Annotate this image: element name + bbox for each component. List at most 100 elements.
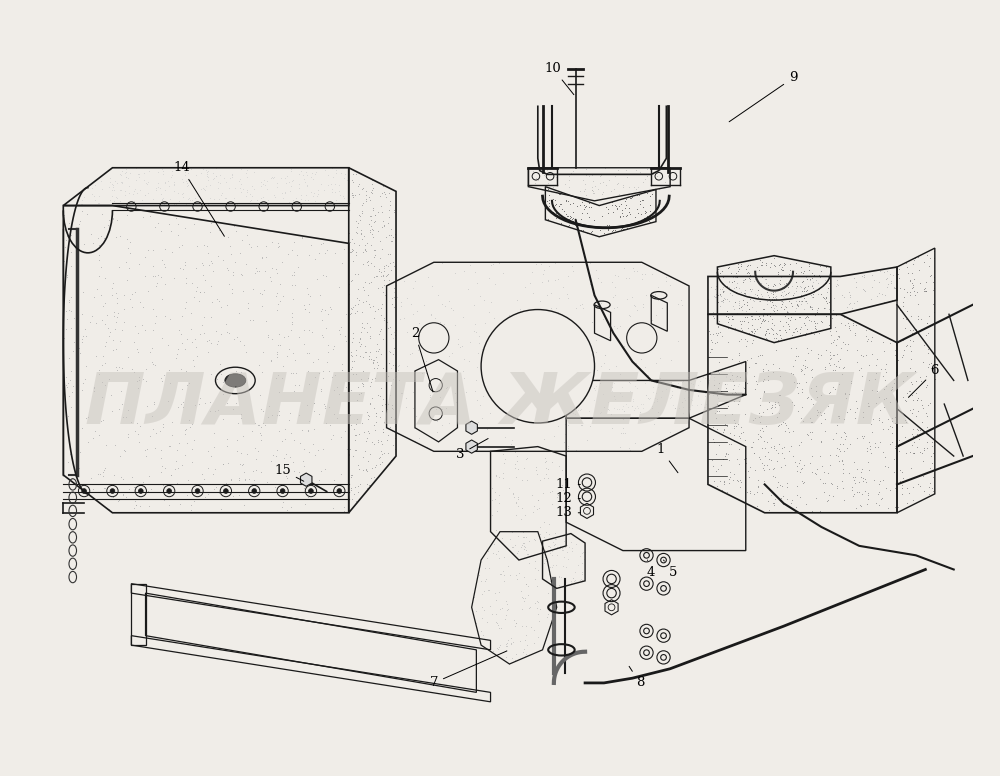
Point (554, 479, 570, 491)
Point (736, 274, 752, 286)
Point (721, 438, 737, 450)
Point (805, 282, 821, 295)
Point (649, 169, 665, 182)
Point (378, 417, 394, 429)
Point (485, 381, 501, 393)
Point (518, 648, 534, 660)
Point (355, 182, 371, 194)
Point (793, 435, 809, 448)
Point (171, 437, 187, 449)
Point (915, 356, 931, 369)
Point (905, 446, 921, 459)
Point (708, 448, 724, 460)
Point (746, 327, 762, 339)
Point (239, 185, 255, 198)
Point (774, 480, 790, 492)
Point (902, 289, 918, 301)
Point (608, 359, 624, 372)
Point (271, 408, 287, 421)
Point (355, 377, 371, 390)
Point (461, 355, 477, 367)
Point (359, 477, 375, 490)
Point (871, 411, 887, 424)
Point (372, 234, 388, 247)
Point (111, 261, 127, 273)
Point (898, 415, 914, 428)
Point (863, 334, 879, 347)
Point (734, 303, 750, 316)
Point (802, 273, 818, 286)
Point (385, 332, 401, 345)
Point (382, 199, 398, 212)
Point (144, 341, 160, 354)
Point (168, 455, 184, 467)
Point (284, 279, 300, 291)
Point (355, 451, 371, 463)
Point (424, 279, 440, 292)
Point (721, 314, 737, 326)
Point (790, 299, 806, 311)
Point (764, 317, 780, 329)
Point (547, 273, 563, 286)
Point (737, 332, 753, 345)
Point (577, 391, 593, 404)
Point (378, 365, 394, 378)
Point (485, 547, 501, 559)
Point (739, 299, 755, 311)
Point (514, 603, 530, 615)
Point (813, 348, 829, 361)
Point (798, 295, 814, 307)
Point (363, 210, 379, 222)
Point (176, 211, 192, 223)
Point (741, 303, 757, 315)
Point (804, 303, 820, 315)
Point (751, 407, 767, 419)
Point (254, 300, 270, 312)
Point (554, 203, 570, 215)
Point (115, 411, 131, 423)
Point (497, 431, 513, 443)
Point (720, 262, 736, 274)
Point (863, 418, 879, 431)
Point (615, 400, 631, 412)
Point (210, 334, 226, 347)
Point (346, 355, 362, 367)
Point (604, 225, 620, 237)
Point (600, 203, 616, 215)
Point (919, 410, 935, 422)
Point (164, 416, 180, 428)
Point (771, 389, 787, 401)
Point (564, 217, 580, 229)
Point (475, 629, 491, 642)
Point (812, 259, 828, 272)
Point (565, 404, 581, 417)
Point (706, 367, 722, 379)
Point (622, 376, 638, 389)
Point (604, 276, 620, 289)
Point (197, 491, 213, 504)
Point (752, 399, 768, 411)
Point (781, 445, 797, 457)
Point (113, 176, 129, 189)
Point (343, 483, 359, 496)
Point (808, 380, 824, 393)
Point (295, 168, 311, 181)
Point (235, 457, 251, 469)
Point (58, 234, 74, 247)
Point (492, 603, 508, 615)
Point (747, 273, 763, 286)
Point (839, 442, 855, 454)
Point (211, 487, 227, 500)
Point (344, 174, 360, 186)
Point (791, 295, 807, 307)
Point (377, 188, 393, 200)
Point (773, 492, 789, 504)
Point (232, 247, 248, 259)
Point (710, 382, 726, 394)
Point (725, 300, 741, 313)
Point (499, 604, 515, 616)
Point (737, 434, 753, 446)
Point (841, 320, 857, 332)
Point (778, 316, 794, 328)
Point (362, 301, 378, 314)
